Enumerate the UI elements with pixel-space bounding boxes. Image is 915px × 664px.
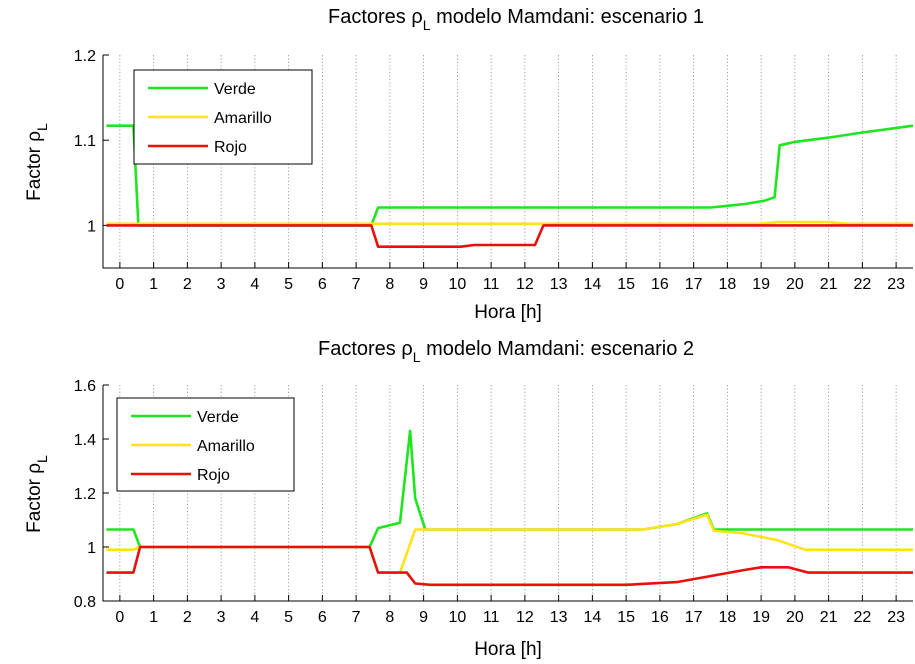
x-tick-label: 7	[352, 276, 361, 293]
legend-label: Verde	[197, 409, 239, 426]
x-tick-label: 6	[318, 276, 327, 293]
chart-escenario-1: Factores ρL modelo Mamdani: escenario 1 …	[24, 6, 914, 323]
x-tick-label: 17	[685, 276, 703, 293]
legend-label: Rojo	[197, 467, 230, 484]
series-line-rojo	[106, 224, 913, 248]
y-tick-label: 1	[87, 540, 96, 557]
series-line-rojo	[106, 545, 913, 587]
x-tick-label: 4	[250, 609, 259, 626]
x-tick-label: 2	[183, 276, 192, 293]
x-tick-label: 9	[419, 609, 428, 626]
x-tick-label: 9	[419, 276, 428, 293]
x-tick-label: 1	[149, 276, 158, 293]
y-tick-label: 1.2	[74, 486, 96, 503]
y-tick-label: 1.2	[74, 48, 96, 65]
legend: Verde Amarillo Rojo	[116, 397, 295, 492]
x-tick-label: 22	[853, 276, 871, 293]
legend-label: Amarillo	[197, 438, 255, 455]
x-tick-label: 3	[217, 276, 226, 293]
x-tick-label: 17	[685, 609, 703, 626]
x-tick-label: 23	[887, 609, 905, 626]
legend: Verde Amarillo Rojo	[133, 69, 313, 165]
chart-escenario-2: Factores ρL modelo Mamdani: escenario 2 …	[24, 338, 913, 660]
x-tick-label: 22	[853, 609, 871, 626]
x-tick-label: 12	[516, 609, 534, 626]
x-tick-label: 8	[385, 609, 394, 626]
x-tick-label: 14	[583, 276, 601, 293]
y-axis-label: Factor ρL	[24, 455, 50, 533]
x-tick-label: 7	[352, 609, 361, 626]
x-tick-label: 15	[617, 276, 635, 293]
chart-title: Factores ρL modelo Mamdani: escenario 2	[318, 338, 694, 365]
legend-label: Amarillo	[214, 110, 272, 127]
x-tick-label: 16	[651, 609, 669, 626]
axes	[102, 385, 913, 602]
y-tick-label: 0.8	[74, 594, 96, 611]
x-tick-label: 20	[786, 609, 804, 626]
x-tick-label: 18	[718, 609, 736, 626]
x-tick-label: 21	[820, 276, 838, 293]
x-tick-label: 5	[284, 609, 293, 626]
x-tick-label: 2	[183, 609, 192, 626]
legend-label: Rojo	[214, 139, 247, 156]
x-tick-label: 6	[318, 609, 327, 626]
x-axis-label: Hora [h]	[474, 302, 542, 323]
x-tick-label: 16	[651, 276, 669, 293]
x-tick-label: 19	[752, 276, 770, 293]
x-tick-label: 4	[250, 276, 259, 293]
y-tick-label: 1	[87, 218, 96, 235]
x-tick-label: 19	[752, 609, 770, 626]
x-tick-label: 15	[617, 609, 635, 626]
y-tick-label: 1.4	[74, 432, 96, 449]
x-tick-label: 5	[284, 276, 293, 293]
x-tick-label: 10	[448, 609, 466, 626]
x-tick-label: 0	[115, 609, 124, 626]
x-tick-label: 10	[448, 276, 466, 293]
x-tick-label: 1	[149, 609, 158, 626]
y-tick-label: 1.1	[74, 133, 96, 150]
x-tick-label: 11	[483, 276, 500, 293]
y-tick-label: 1.6	[74, 378, 96, 395]
axes	[102, 55, 913, 269]
series-line-amarillo	[106, 513, 913, 574]
x-tick-label: 12	[516, 276, 534, 293]
legend-label: Verde	[214, 81, 256, 98]
x-tick-label: 11	[483, 609, 500, 626]
x-tick-label: 3	[217, 609, 226, 626]
x-tick-label: 14	[583, 609, 601, 626]
y-axis-label: Factor ρL	[24, 123, 50, 201]
x-tick-label: 23	[887, 276, 905, 293]
x-axis-label: Hora [h]	[474, 639, 542, 660]
series-line-amarillo	[106, 220, 913, 225]
chart-title: Factores ρL modelo Mamdani: escenario 1	[328, 6, 704, 33]
x-tick-label: 18	[718, 276, 736, 293]
x-tick-label: 13	[550, 609, 568, 626]
x-tick-label: 8	[385, 276, 394, 293]
x-tick-label: 0	[115, 276, 124, 293]
x-tick-label: 20	[786, 276, 804, 293]
x-tick-label: 13	[550, 276, 568, 293]
x-tick-label: 21	[820, 609, 838, 626]
